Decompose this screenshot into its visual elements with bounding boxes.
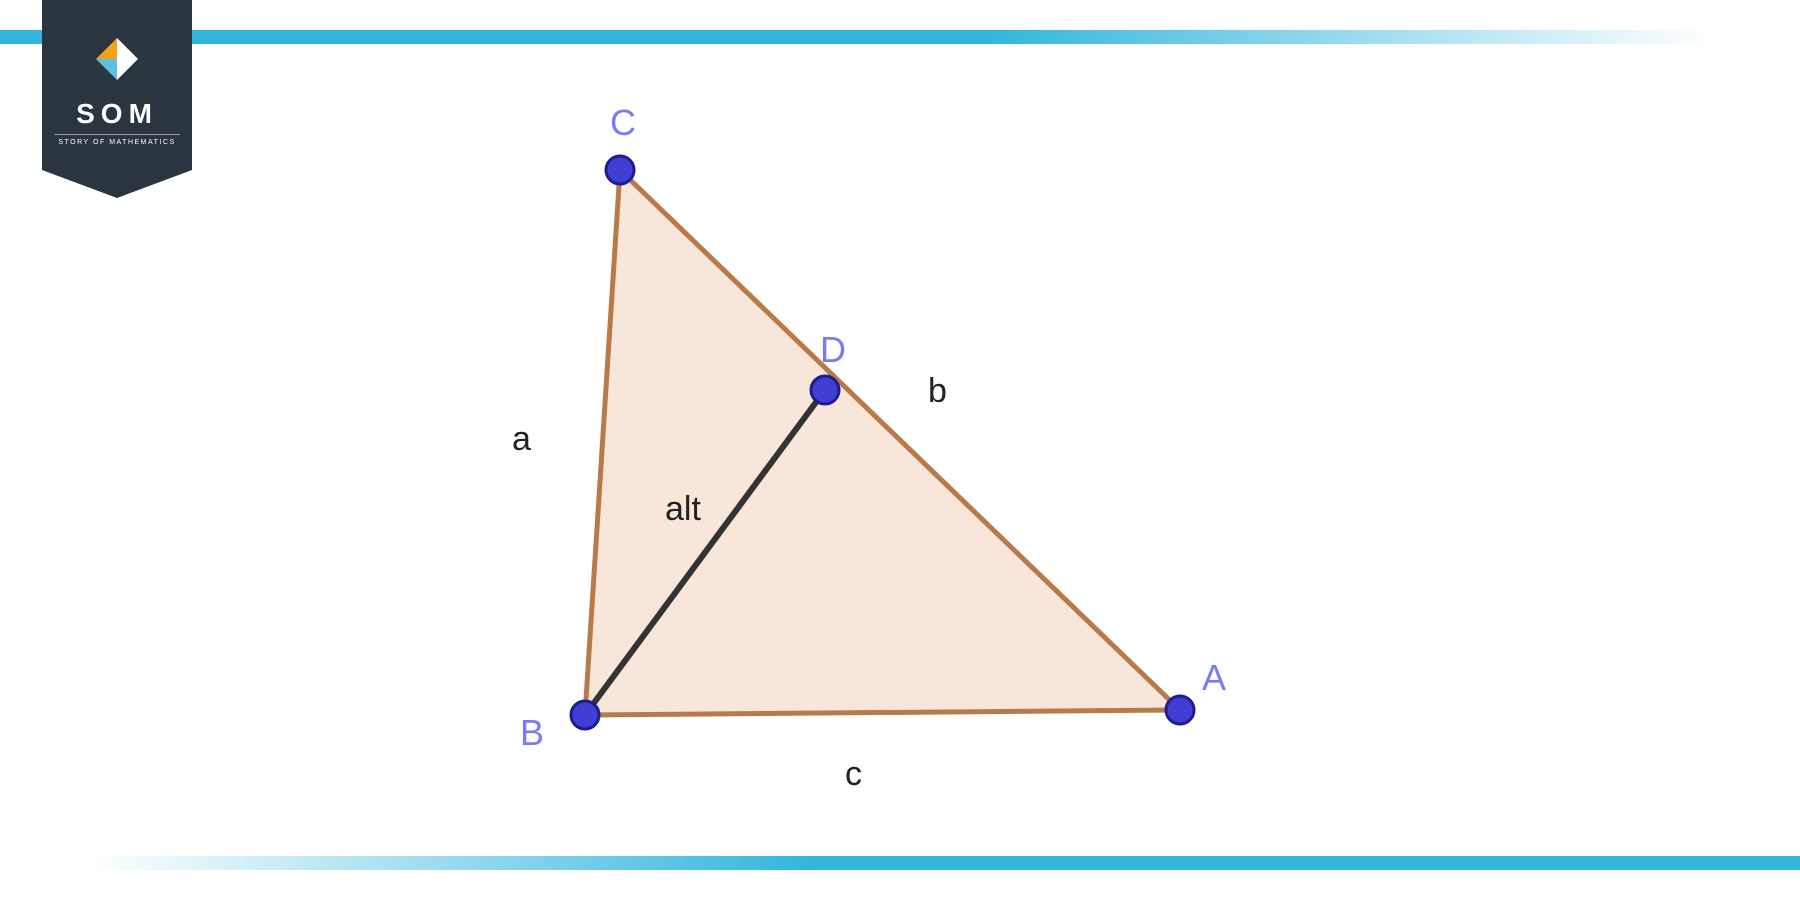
brand-badge: SOM STORY OF MATHEMATICS bbox=[42, 0, 192, 198]
edge-label-b: b bbox=[928, 372, 947, 410]
vertex-a bbox=[1166, 696, 1194, 724]
bottom-accent-bar bbox=[0, 856, 1800, 870]
vertex-b bbox=[571, 701, 599, 729]
edge-label-a: a bbox=[512, 420, 531, 458]
top-accent-bar bbox=[0, 30, 1800, 44]
brand-tagline: STORY OF MATHEMATICS bbox=[54, 134, 179, 146]
vertex-c bbox=[606, 156, 634, 184]
triangle-diagram: A B C Da b c alt bbox=[450, 90, 1350, 810]
brand-logo-icon bbox=[90, 32, 144, 86]
edge-label-c: c bbox=[845, 755, 862, 793]
vertex-label-c: C bbox=[610, 102, 636, 143]
vertex-d bbox=[811, 376, 839, 404]
triangle-abc bbox=[585, 170, 1180, 715]
brand-name: SOM bbox=[76, 100, 158, 128]
vertex-label-d: D bbox=[820, 329, 846, 370]
vertex-label-a: A bbox=[1202, 657, 1226, 698]
edge-label-alt: alt bbox=[665, 490, 701, 528]
vertex-label-b: B bbox=[520, 712, 544, 753]
